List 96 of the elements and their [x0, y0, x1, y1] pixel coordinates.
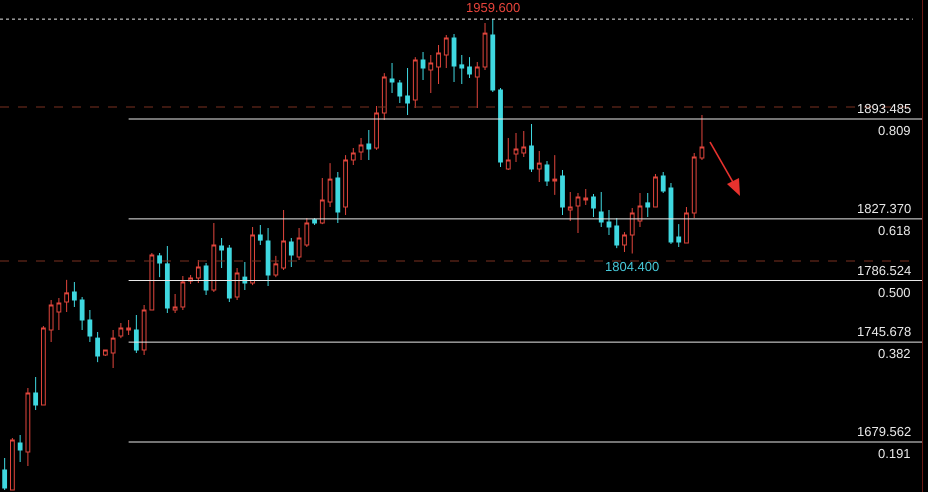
candlestick	[684, 206, 689, 244]
candlestick	[668, 182, 674, 244]
candlestick	[320, 178, 325, 225]
candlestick	[452, 33, 456, 82]
candlestick	[536, 150, 542, 182]
candlestick	[204, 262, 208, 296]
candlestick	[467, 56, 472, 79]
candlestick	[374, 105, 379, 150]
candlestick	[630, 208, 635, 254]
candlestick	[157, 252, 162, 278]
candlestick	[366, 130, 372, 161]
candlestick	[622, 232, 627, 252]
candlestick	[226, 244, 232, 302]
candlestick	[328, 162, 332, 208]
candlestick	[606, 210, 612, 236]
candlestick	[234, 268, 240, 301]
candlestick	[598, 192, 604, 228]
candlestick	[258, 224, 263, 246]
candlestick	[164, 245, 170, 314]
candlestick	[544, 160, 550, 187]
candlestick	[87, 309, 92, 342]
candlestick	[645, 192, 650, 218]
candlestick	[397, 80, 402, 104]
candlestick	[172, 293, 178, 314]
candlestick	[583, 188, 588, 206]
candlestick	[676, 224, 682, 248]
candlestick	[576, 192, 580, 234]
candlestick	[149, 252, 154, 310]
candlestick	[180, 276, 186, 310]
candlestick	[444, 34, 449, 68]
candlestick	[40, 325, 46, 406]
candlestick	[482, 22, 488, 71]
candlestick	[474, 62, 480, 108]
candlestick	[273, 255, 278, 278]
candlestick	[266, 227, 270, 286]
candlestick	[343, 154, 348, 216]
ref-line-label: 1679.562 0.191	[857, 424, 912, 461]
candlestick	[102, 349, 108, 357]
candlestick	[118, 322, 124, 339]
candlestick	[358, 138, 364, 161]
candlestick	[95, 332, 100, 363]
candlestick	[653, 173, 658, 208]
candlestick	[382, 72, 387, 121]
candlestick	[48, 300, 54, 342]
annotation: 1959.600	[466, 0, 520, 15]
ref-line-label: 1745.678 0.382	[857, 324, 912, 361]
candlestick	[56, 298, 62, 331]
annotation: 1804.400	[605, 259, 660, 274]
candlestick	[134, 314, 139, 354]
candlestick	[2, 457, 8, 490]
candlestick	[126, 319, 132, 336]
candlestick	[211, 222, 216, 293]
candlestick	[196, 260, 201, 284]
ref-line-label: 1786.524 0.500	[857, 263, 912, 300]
candlestick	[506, 138, 511, 171]
candlestick	[436, 44, 441, 84]
candlestick	[33, 376, 38, 410]
candlestick	[428, 54, 434, 94]
candlestick	[614, 218, 620, 249]
ref-line-label: 1827.370 0.618	[857, 201, 912, 238]
candlestick	[638, 192, 642, 228]
candlestick	[242, 261, 248, 291]
candlestick	[552, 154, 558, 196]
candlestick	[250, 226, 255, 286]
candlestick	[412, 56, 418, 108]
candlestick	[80, 296, 85, 331]
candlestick	[459, 54, 464, 84]
candlestick	[692, 152, 697, 219]
candlestick	[420, 51, 426, 81]
candlestick	[660, 171, 666, 194]
candlestick	[312, 218, 317, 226]
candlestick	[64, 279, 70, 312]
candlestick	[25, 388, 30, 466]
candlestick	[288, 237, 294, 268]
candlestick	[18, 434, 23, 463]
candlestick	[72, 282, 77, 308]
candlestick	[568, 192, 573, 222]
candlestick	[304, 218, 310, 248]
candlestick	[296, 227, 302, 260]
candlestick	[700, 114, 704, 161]
candlestick	[521, 130, 526, 158]
candlestick	[350, 147, 356, 166]
candlestick	[281, 210, 286, 270]
candlestick	[529, 123, 534, 172]
candlestick	[219, 237, 224, 269]
candlestick	[405, 67, 410, 116]
candlestick	[591, 194, 596, 218]
ref-line-label: 1893.485 0.809	[857, 101, 912, 138]
candlestick	[560, 170, 565, 216]
candlestick	[142, 304, 147, 356]
candlestick	[110, 330, 116, 368]
candlestick	[335, 171, 340, 224]
candlestick	[498, 88, 503, 168]
candlestick	[514, 132, 518, 163]
candlestick	[490, 18, 496, 92]
candlestick	[390, 62, 394, 94]
